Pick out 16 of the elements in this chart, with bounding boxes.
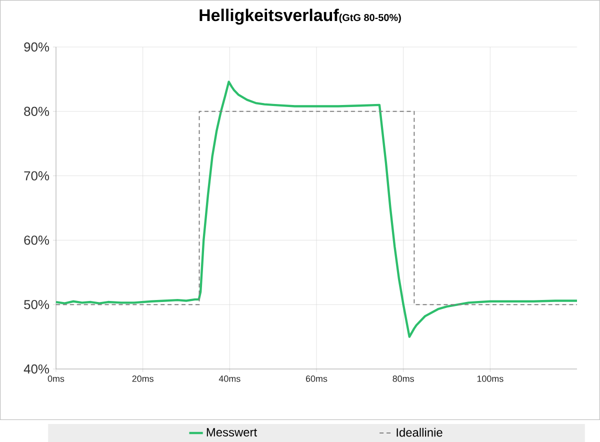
- chart-subtitle: (GtG 80-50%): [339, 14, 401, 24]
- x-tick-label: 20ms: [132, 375, 154, 382]
- x-tick-label: 60ms: [306, 375, 328, 382]
- legend-label: Ideallinie: [396, 428, 442, 437]
- y-tick-label: 70%: [24, 171, 50, 180]
- y-tick-label: 50%: [24, 300, 50, 310]
- x-tick-label: 100ms: [477, 375, 504, 382]
- y-tick-label: 80%: [24, 106, 50, 116]
- y-tick-label: 90%: [24, 42, 50, 52]
- x-tick-label: 40ms: [218, 375, 240, 382]
- y-tick-label: 60%: [24, 236, 50, 245]
- legend-label: Messwert: [206, 428, 257, 436]
- x-tick-label: 0ms: [48, 375, 64, 382]
- y-tick-label: 40%: [24, 364, 50, 374]
- x-tick-label: 80ms: [392, 375, 414, 382]
- chart-title: Helligkeitsverlauf: [200, 8, 339, 25]
